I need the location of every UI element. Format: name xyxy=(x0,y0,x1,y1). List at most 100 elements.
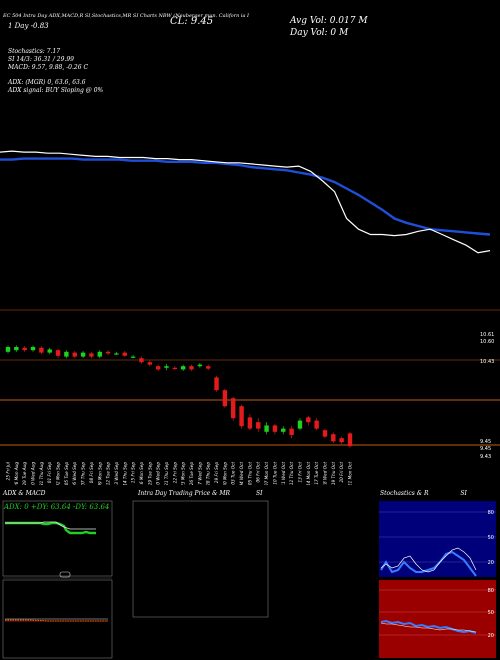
candle-body xyxy=(322,430,328,437)
candle-body xyxy=(272,425,278,432)
date-axis: 25 Fri Jul 26 Mon Aug 29 Tue Aug 30 Wed Aug… xyxy=(6,461,353,485)
candle-body xyxy=(105,351,111,354)
candle-body xyxy=(30,347,36,351)
date-tick-label: 13 Wed Sep xyxy=(114,462,119,485)
date-tick-label: 01 Fri Sep xyxy=(47,462,52,484)
rsi-panel-bg xyxy=(379,580,496,658)
rsi-tick-80: 80 xyxy=(488,588,494,594)
date-tick-label: 28 Thu Sep xyxy=(206,462,211,485)
avg-vol-label: Avg Vol: 0.017 M xyxy=(290,16,368,26)
indicator-panels: 80 50 20 80 50 20 xyxy=(2,500,496,659)
candle-body xyxy=(14,347,19,351)
rsi-signal-line xyxy=(380,622,477,633)
stoch-tick-50: 50 xyxy=(488,535,494,541)
date-tick-label: 14 Thu Sep xyxy=(122,462,127,485)
date-tick-label: 31 Thu Aug xyxy=(39,462,44,485)
day-vol-label: Day Vol: 0 M xyxy=(290,28,349,38)
price-axis-label: 9.45 xyxy=(480,439,491,445)
stoch-panel-title-text: Stochastics & R xyxy=(380,490,429,497)
date-tick-label: 12 Tue Sep xyxy=(106,462,111,485)
date-tick-label: 12 Thu Oct xyxy=(289,462,294,485)
candle-body xyxy=(39,347,44,353)
date-tick-label: 30 Mon Sep xyxy=(222,462,227,485)
close-label: CL: 9.45 xyxy=(170,16,214,27)
intraday-panel-frame xyxy=(132,500,269,618)
candle-body xyxy=(281,428,286,432)
macd-label: MACD: 9.57, 9.88, -0.26 C xyxy=(8,64,89,71)
stoch-d-line xyxy=(380,547,477,573)
rsi-line xyxy=(380,619,477,634)
moving-average-line xyxy=(0,157,491,236)
price-axis-label: 10.60 xyxy=(480,339,494,345)
candle-body xyxy=(306,417,311,423)
date-tick-label: 21 Thu Sep xyxy=(164,462,169,485)
stoch-tick-20: 20 xyxy=(488,560,494,566)
date-tick-label: 19 Tue Sep xyxy=(147,462,152,485)
price-axis-label: 9.43 xyxy=(480,454,491,460)
candle-body xyxy=(5,347,11,352)
adx-minus-di-line xyxy=(5,521,96,530)
date-tick-label: 10 Tue Oct xyxy=(272,462,277,485)
date-tick-label: 11 Wed Oct xyxy=(281,462,286,485)
candle-body xyxy=(289,428,294,435)
candle-body xyxy=(297,420,303,429)
header-top-line: EC 504 Intra Day ADX,MACD,R SI,Stochasti… xyxy=(3,13,250,19)
candle-body xyxy=(80,352,86,357)
candle-body xyxy=(89,353,94,357)
candle-body xyxy=(231,398,236,419)
stochastics-label: Stochastics: 7.17 xyxy=(8,48,61,55)
candle-body xyxy=(97,351,102,357)
candle-body xyxy=(64,351,69,357)
candle-body xyxy=(347,433,353,447)
candle-body xyxy=(72,352,77,357)
rsi-tick-50: 50 xyxy=(488,610,494,616)
candle-body xyxy=(47,349,52,353)
stoch-panel-title: Stochastics & R SI xyxy=(380,490,467,497)
date-tick-label: 15 Fri Sep xyxy=(131,462,136,484)
date-tick-label: 21 Mon Oct xyxy=(348,462,353,485)
close-price-line xyxy=(0,150,491,254)
candle-body xyxy=(164,366,169,368)
candle-body xyxy=(264,425,269,432)
candle-body xyxy=(214,377,219,391)
candle-body xyxy=(122,352,127,356)
candle-body xyxy=(139,358,144,363)
rsi-tick-20: 20 xyxy=(488,633,494,639)
adx-panel-frame xyxy=(2,500,113,577)
candle-body xyxy=(155,366,161,370)
candle-body xyxy=(55,350,61,356)
day-change-label: 1 Day -0.83 xyxy=(8,22,49,30)
adx-label: ADX: (MGR) 0, 63.6, 63.6 xyxy=(8,79,86,86)
intraday-panel-title-text: Intra Day Trading Price & MR xyxy=(138,490,231,497)
date-tick-label: 17 Tue Oct xyxy=(314,462,319,485)
candle-body xyxy=(314,420,319,429)
date-tick-label: 19 Thu Oct xyxy=(331,462,336,485)
macd-signal-line xyxy=(5,619,108,622)
candle-body xyxy=(331,434,336,442)
adx-signal-label: ADX signal: BUY Sloping @ 0% xyxy=(8,87,104,94)
stoch-tick-80: 80 xyxy=(488,510,494,516)
candlestick-chart xyxy=(5,345,353,448)
date-tick-label: 29 Tue Aug xyxy=(22,462,27,485)
date-tick-label: 05 Tue Sep xyxy=(64,462,69,485)
candle-body xyxy=(114,353,119,355)
date-tick-label: 03 Tue Oct xyxy=(231,462,236,485)
date-tick-label: 06 Wed Sep xyxy=(72,462,77,485)
date-tick-label: 13 Fri Oct xyxy=(297,462,302,483)
candle-body xyxy=(339,438,344,443)
date-tick-label: 27 Wed Sep xyxy=(197,462,202,485)
date-tick-label: 14 Mon Oct xyxy=(306,462,311,485)
adx-values-label: ADX: 0 +DY: 63.64 -DY: 63.64 xyxy=(4,503,110,511)
price-axis-label: 10.61 xyxy=(480,332,494,338)
adx-panel-title: ADX & MACD xyxy=(3,490,46,497)
date-tick-label: 07 Mon Oct xyxy=(264,462,269,485)
date-tick-label: 09 Mon Sep xyxy=(97,462,102,485)
date-tick-label: 20 Wed Sep xyxy=(156,462,161,485)
date-tick-label: 02 Mon Sep xyxy=(56,462,61,485)
rsi-label: SI 14/3: 36.31 / 29.99 xyxy=(8,56,74,63)
candle-body xyxy=(239,406,244,427)
date-tick-label: 26 Tue Sep xyxy=(189,462,194,485)
candle-body xyxy=(222,390,228,407)
date-tick-label: 29 Fri Sep xyxy=(214,462,219,484)
